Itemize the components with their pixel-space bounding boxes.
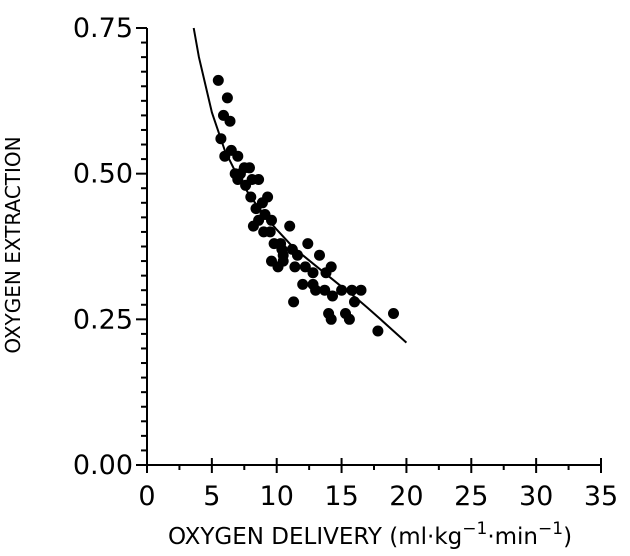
data-point: [388, 308, 399, 319]
x-tick-label: 15: [324, 481, 358, 512]
data-point: [264, 226, 276, 238]
data-point: [310, 284, 322, 296]
data-points: [212, 74, 399, 337]
x-tick-label: 30: [519, 481, 553, 512]
data-point: [221, 92, 233, 104]
data-point: [349, 296, 360, 308]
data-point: [314, 249, 325, 261]
data-point: [302, 238, 314, 250]
y-tick-label: 0.75: [73, 13, 133, 44]
data-point: [244, 162, 255, 174]
x-tick-labels: 0 5 10 15 20 25 30 35: [138, 481, 618, 512]
data-point: [276, 243, 288, 255]
data-point: [355, 284, 367, 296]
data-point: [325, 261, 337, 273]
x-axis-title: OXYGEN DELIVERY (ml·kg−1·min−1): [168, 519, 572, 550]
data-point: [319, 284, 331, 296]
data-point: [343, 313, 355, 325]
data-point: [284, 220, 296, 232]
x-axis-title-main: OXYGEN DELIVERY (ml·kg: [168, 524, 462, 550]
data-point: [215, 133, 227, 145]
y-tick-labels: 0.00 0.25 0.50 0.75: [73, 13, 133, 481]
data-point: [262, 191, 274, 203]
x-tick-label: 25: [454, 481, 488, 512]
data-point: [253, 214, 265, 226]
data-point: [272, 261, 284, 273]
data-point: [292, 249, 303, 261]
data-point: [325, 313, 337, 325]
data-point: [245, 191, 257, 203]
data-point: [266, 214, 277, 226]
y-tick-label: 0.00: [73, 450, 133, 481]
x-tick-label: 0: [138, 481, 155, 512]
data-point: [288, 296, 300, 308]
data-point: [289, 261, 301, 273]
data-point: [224, 115, 236, 127]
axes: 0.00 0.25 0.50 0.75 0 5 10 15 20 25 30 35: [73, 13, 618, 512]
data-point: [372, 325, 384, 337]
fit-curve: [192, 27, 408, 344]
y-tick-label: 0.25: [73, 304, 133, 335]
data-point: [336, 284, 348, 296]
data-point: [253, 174, 265, 185]
x-tick-label: 20: [389, 481, 423, 512]
data-point: [307, 267, 319, 279]
fit-curve-group: [192, 27, 408, 344]
x-axis-title-tail: ·min: [487, 524, 538, 550]
data-point: [346, 284, 358, 296]
x-axis-title-exp2: −1: [538, 519, 563, 539]
y-ticks: [136, 27, 147, 466]
data-point: [212, 74, 224, 86]
x-tick-label: 10: [260, 481, 294, 512]
data-point: [232, 150, 244, 162]
x-tick-label: 35: [584, 481, 618, 512]
data-point: [232, 174, 244, 185]
x-ticks: [146, 458, 602, 473]
x-tick-label: 5: [203, 481, 220, 512]
data-point: [299, 261, 311, 273]
y-tick-label: 0.50: [73, 159, 133, 190]
x-axis-title-exp1: −1: [462, 519, 487, 539]
x-axis-title-close: ): [563, 524, 572, 550]
data-point: [327, 290, 338, 302]
y-axis-title: OXYGEN EXTRACTION: [1, 136, 25, 353]
data-point: [297, 278, 309, 290]
